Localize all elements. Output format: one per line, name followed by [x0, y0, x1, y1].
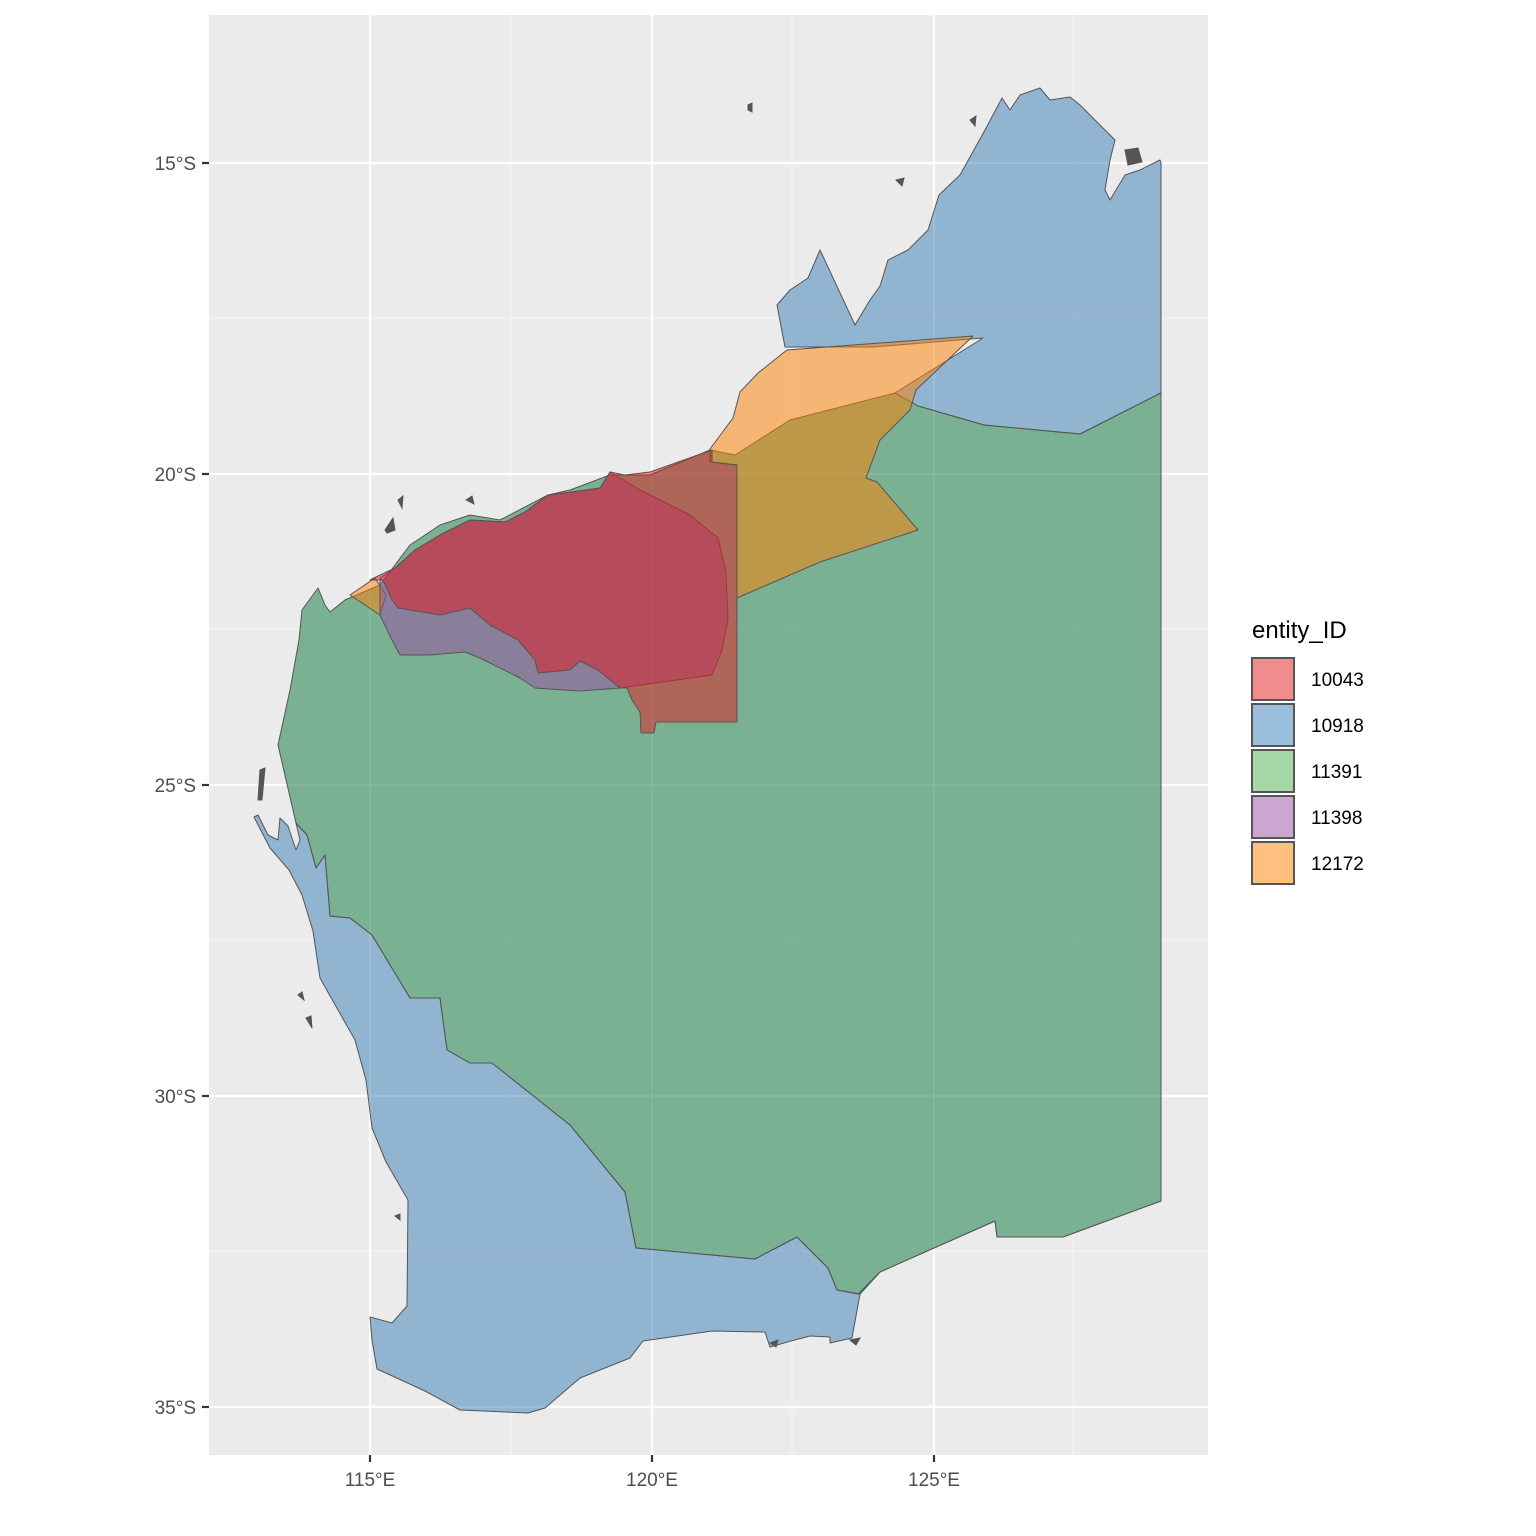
- y-tick-label: 35°S: [155, 1398, 196, 1419]
- island: [848, 1337, 861, 1346]
- island: [768, 1339, 779, 1348]
- island: [397, 494, 404, 510]
- legend-label: 11398: [1311, 808, 1362, 829]
- island: [257, 767, 266, 801]
- legend-label: 10918: [1311, 716, 1364, 737]
- x-tick-label: 125°E: [908, 1470, 960, 1491]
- y-tick-label: 30°S: [155, 1087, 196, 1108]
- legend-key: [1251, 657, 1295, 701]
- island: [969, 114, 977, 128]
- legend-label: 12172: [1311, 854, 1364, 875]
- map-regions: [253, 87, 1162, 1414]
- island: [394, 1213, 401, 1222]
- y-tick-label: 25°S: [155, 776, 196, 797]
- region-10043: [369, 449, 738, 734]
- legend-key: [1251, 841, 1295, 885]
- y-tick-label: 15°S: [155, 154, 196, 175]
- y-tick-label: 20°S: [155, 465, 196, 486]
- legend-label: 10043: [1311, 670, 1364, 691]
- island: [465, 495, 475, 505]
- island: [305, 1015, 313, 1029]
- island: [384, 516, 396, 534]
- x-tick-label: 115°E: [345, 1470, 396, 1491]
- legend-title: entity_ID: [1252, 617, 1347, 644]
- island: [895, 177, 905, 187]
- legend-items: 10043 10918 11391 11398 12172: [1251, 657, 1364, 885]
- y-axis: 15°S 20°S 25°S 30°S 35°S: [155, 154, 209, 1419]
- x-tick-label: 120°E: [626, 1470, 678, 1491]
- legend-key: [1251, 703, 1295, 747]
- legend: entity_ID 10043 10918 11391 11398 12172: [1251, 617, 1364, 885]
- coastal-islands: [257, 102, 1143, 1348]
- x-axis: 115°E 120°E 125°E: [345, 1455, 960, 1491]
- island: [1124, 147, 1143, 166]
- island: [747, 102, 753, 113]
- legend-label: 11391: [1311, 762, 1362, 783]
- legend-key: [1251, 749, 1295, 793]
- island: [297, 991, 305, 1002]
- legend-key: [1251, 795, 1295, 839]
